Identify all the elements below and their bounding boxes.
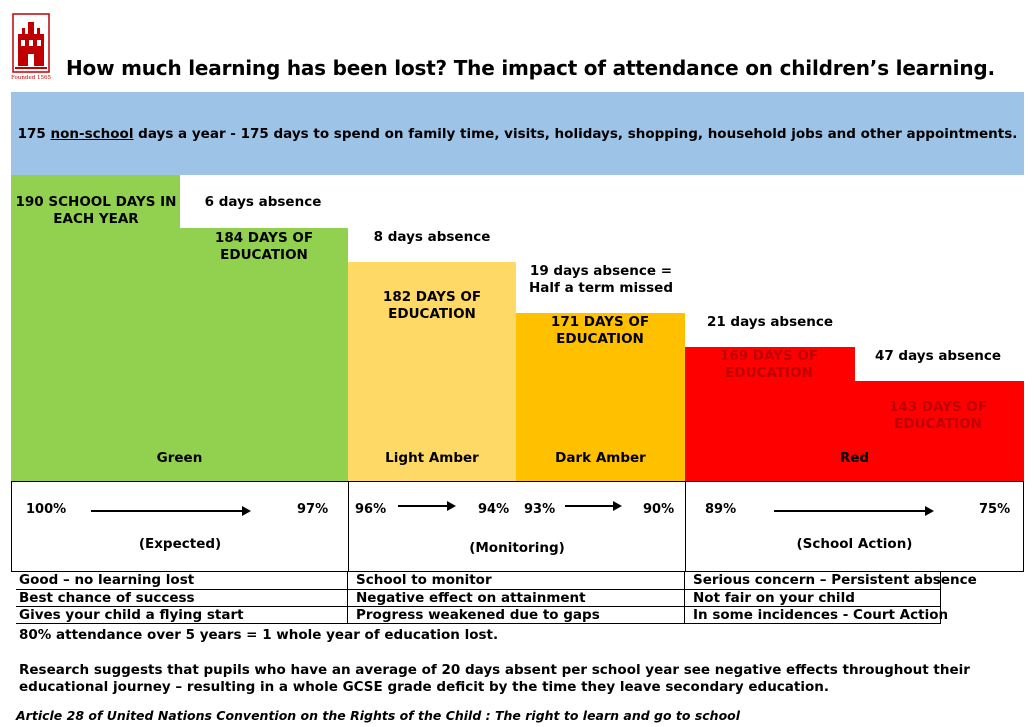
banner-prefix: 175 — [17, 126, 51, 142]
education-169-label: 169 DAYS OF EDUCATION — [719, 348, 819, 381]
school-crest-logo: Founded 1565 — [11, 12, 51, 84]
red-desc-2: Not fair on your child — [693, 590, 855, 606]
education-171-label: 171 DAYS OF EDUCATION — [550, 314, 650, 347]
band-red-label: Red — [839, 450, 870, 466]
green-education-block — [180, 228, 348, 481]
arrow-light-amber-icon — [398, 501, 456, 511]
pct-100: 100% — [26, 502, 67, 517]
pct-90: 90% — [643, 502, 675, 517]
band-green-label: Green — [156, 450, 203, 466]
article-28-footer: Article 28 of United Nations Convention … — [16, 708, 741, 723]
desc-line-3 — [16, 623, 941, 624]
pct-96: 96% — [355, 502, 387, 517]
education-182-label: 182 DAYS OF EDUCATION — [382, 289, 482, 322]
education-184-label: 184 DAYS OF EDUCATION — [214, 230, 314, 263]
amber-desc-3: Progress weakened due to gaps — [356, 607, 600, 623]
zone-monitoring: (Monitoring) — [469, 540, 565, 556]
band-dark-amber-label: Dark Amber — [555, 450, 646, 466]
absence-21-label: 21 days absence — [706, 314, 834, 330]
absence-19-label: 19 days absence = Half a term missed — [528, 263, 674, 296]
desc-line-2 — [16, 606, 941, 607]
red-desc-3: In some incidences - Court Action — [693, 607, 949, 623]
scale-divider-1 — [348, 482, 349, 571]
attendance-scale: 100% 97% (Expected) 96% 94% 93% 90% (Mon… — [11, 481, 1024, 572]
red-block-high — [685, 347, 855, 481]
five-years-note: 80% attendance over 5 years = 1 whole ye… — [19, 627, 499, 643]
pct-94: 94% — [478, 502, 510, 517]
school-days-label: 190 SCHOOL DAYS IN EACH YEAR — [15, 194, 177, 227]
castle-crest-icon — [12, 13, 50, 73]
band-light-amber-label: Light Amber — [385, 450, 479, 466]
page-title: How much learning has been lost? The imp… — [66, 56, 995, 80]
research-note-line-2: educational journey – resulting in a who… — [19, 679, 830, 695]
amber-desc-1: School to monitor — [356, 572, 492, 588]
zone-school-action: (School Action) — [796, 536, 913, 552]
arrow-red-icon — [774, 506, 934, 516]
green-base-block — [11, 175, 180, 481]
desc-line-1 — [16, 589, 941, 590]
arrow-dark-amber-icon — [565, 501, 622, 511]
amber-desc-2: Negative effect on attainment — [356, 590, 586, 606]
zone-expected: (Expected) — [138, 536, 222, 552]
absence-6-label: 6 days absence — [204, 194, 322, 210]
pct-93: 93% — [524, 502, 556, 517]
logo-caption: Founded 1565 — [11, 75, 51, 81]
pct-89: 89% — [705, 502, 737, 517]
banner-underlined: non-school — [50, 126, 134, 142]
red-block-low — [855, 381, 1024, 481]
green-desc-2: Best chance of success — [19, 590, 195, 606]
pct-75: 75% — [979, 502, 1011, 517]
non-school-days-banner: 175 non-school days a year - 175 days to… — [11, 92, 1024, 175]
research-note-line-1: Research suggests that pupils who have a… — [19, 662, 970, 678]
red-desc-1: Serious concern – Persistent absence — [693, 572, 977, 588]
absence-47-label: 47 days absence — [874, 348, 1002, 364]
education-143-label: 143 DAYS OF EDUCATION — [888, 399, 988, 432]
desc-vline-1 — [347, 572, 348, 624]
dark-amber-block — [516, 313, 685, 481]
desc-vline-2 — [684, 572, 685, 624]
green-desc-1: Good – no learning lost — [19, 572, 195, 588]
banner-suffix: days a year - 175 days to spend on famil… — [133, 126, 1018, 142]
green-desc-3: Gives your child a flying start — [19, 607, 244, 623]
scale-divider-2 — [685, 482, 686, 571]
pct-97: 97% — [297, 502, 329, 517]
absence-8-label: 8 days absence — [373, 229, 491, 245]
banner-text: 175 non-school days a year - 175 days to… — [11, 126, 1024, 142]
desc-vline-3 — [940, 572, 941, 624]
light-amber-block — [348, 262, 516, 481]
arrow-green-icon — [91, 506, 251, 516]
